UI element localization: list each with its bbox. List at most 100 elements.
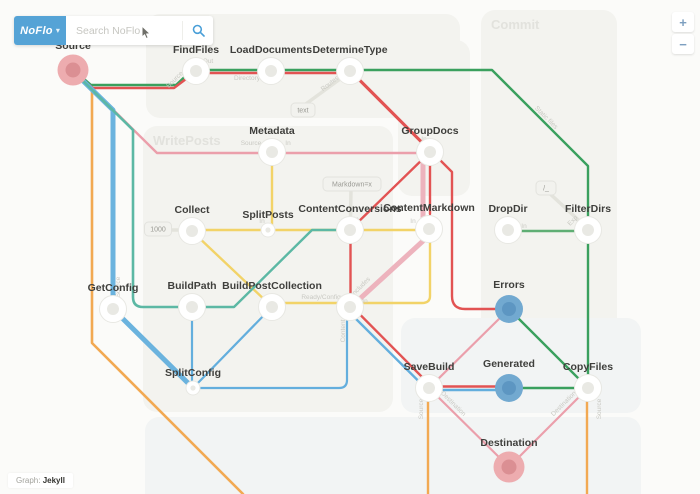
node-findfiles-label: FindFiles xyxy=(173,44,219,56)
node-dropdir-label: DropDir xyxy=(488,203,527,215)
edge-junction-savebuild-blue[interactable] xyxy=(347,310,429,392)
port-label: In xyxy=(362,298,368,305)
edge-determinetype-filterdirs-copyfiles-green[interactable] xyxy=(348,68,590,390)
node-copyfiles-label: CopyFiles xyxy=(563,361,613,373)
port-label: Directory xyxy=(234,75,261,82)
node-contentconversions-core xyxy=(344,224,356,236)
node-getconfig-core xyxy=(107,303,119,315)
node-splitconfig-core xyxy=(190,385,196,391)
edge-copyfiles-destination-pink[interactable] xyxy=(507,390,586,469)
edge-getconfig-splitconfig-blue-thick[interactable] xyxy=(113,309,196,391)
node-getconfig-label: GetConfig xyxy=(88,282,139,294)
search-input[interactable] xyxy=(66,16,182,45)
edge-contentmarkdown-buildpostcollection-yellow[interactable] xyxy=(270,230,432,305)
edge-buildpath-contentconversions-teal[interactable] xyxy=(190,228,352,309)
group-top[interactable] xyxy=(146,14,460,118)
graph-label: Graph: xyxy=(16,476,41,485)
group-writeposts-label: WritePosts xyxy=(153,133,221,148)
iip-badge-text: /_ xyxy=(543,186,549,193)
iip-badge-text: text xyxy=(297,108,308,115)
node-destination-core xyxy=(501,459,517,475)
edge-junction-savebuild-red[interactable] xyxy=(352,306,434,389)
node-buildpostcollection-core xyxy=(266,301,278,313)
node-destination-label: Destination xyxy=(480,437,537,449)
port-label: In xyxy=(259,218,265,225)
node-loaddocuments-core xyxy=(265,65,277,77)
node-determinetype-label: DetermineType xyxy=(312,44,387,56)
edge-collect-buildpostcollection-yellow[interactable] xyxy=(194,233,270,305)
port-label: Ready/Config xyxy=(301,294,341,301)
port-label: In xyxy=(521,223,527,230)
node-errors-core xyxy=(502,302,516,316)
graph-name: Jekyll xyxy=(42,476,65,485)
port-label: Source xyxy=(241,140,262,147)
node-buildpath-core xyxy=(186,301,198,313)
edge-buildpostcollection-splitconfig-blue[interactable] xyxy=(193,308,271,388)
iip-badge[interactable] xyxy=(144,221,172,237)
port-label: Content xyxy=(340,319,347,342)
search-button[interactable] xyxy=(183,16,213,45)
port-label: Out xyxy=(203,58,214,65)
iip-badge[interactable] xyxy=(535,180,557,196)
node-metadata-core xyxy=(266,146,278,158)
node-junction-core xyxy=(344,301,356,313)
node-generated-core xyxy=(502,381,516,395)
port-label: Source xyxy=(418,398,425,419)
iip-badge-text: Markdown=x xyxy=(332,182,372,189)
graph-status[interactable]: Graph: Jekyll xyxy=(8,473,73,488)
node-savebuild-label: SaveBuild xyxy=(404,361,455,373)
node-filterdirs-label: FilterDirs xyxy=(565,203,611,215)
node-contentmarkdown-core xyxy=(423,223,435,235)
node-collect-label: Collect xyxy=(174,204,210,216)
node-splitconfig-label: SplitConfig xyxy=(165,367,221,379)
node-groupdocs-label: GroupDocs xyxy=(401,125,458,137)
node-contentmarkdown-label: ContentMarkdown xyxy=(383,202,475,214)
node-filterdirs-core xyxy=(582,224,594,236)
port-label: In xyxy=(285,140,291,147)
iip-connector xyxy=(348,187,353,221)
edge-errors-savebuild-pink[interactable] xyxy=(429,311,507,388)
chevron-down-icon: ▾ xyxy=(55,26,60,35)
node-savebuild-core xyxy=(423,382,435,394)
node-errors-label: Errors xyxy=(493,279,525,291)
iip-badge[interactable] xyxy=(290,102,316,118)
node-splitposts-core xyxy=(265,227,271,233)
port-label: In xyxy=(410,218,416,225)
node-metadata-label: Metadata xyxy=(249,125,295,137)
node-groupdocs-core xyxy=(424,146,436,158)
node-buildpostcollection-label: BuildPostCollection xyxy=(222,280,322,292)
iip-badge[interactable] xyxy=(322,176,382,192)
noflo-menu-button[interactable]: NoFlo ▾ xyxy=(14,16,66,45)
group-groupdocs[interactable] xyxy=(398,40,470,196)
zoom-controls: + − xyxy=(672,12,694,54)
node-loaddocuments-label: LoadDocuments xyxy=(230,44,312,56)
edge-errors-copyfiles-green[interactable] xyxy=(511,311,586,386)
group-writeposts[interactable] xyxy=(143,126,393,412)
node-contentconversions-label: ContentConversions xyxy=(298,203,401,215)
edge-source-buildpath-teal[interactable] xyxy=(72,70,194,309)
port-label: Source xyxy=(115,276,122,297)
group-bottom[interactable] xyxy=(145,417,641,494)
node-splitposts-label: SplitPosts xyxy=(242,209,294,221)
toolbar-divider xyxy=(182,21,183,40)
node-generated-label: Generated xyxy=(483,358,535,370)
edge-savebuild-destination-pink[interactable] xyxy=(431,390,511,469)
node-buildpath-label: BuildPath xyxy=(168,280,217,292)
zoom-out-button[interactable]: − xyxy=(672,34,694,54)
node-dropdir-core xyxy=(502,224,514,236)
zoom-in-button[interactable]: + xyxy=(672,12,694,32)
edge-splitconfig-junction-blue[interactable] xyxy=(194,309,349,390)
group-commit-label: Commit xyxy=(491,17,540,32)
node-copyfiles-core xyxy=(582,382,594,394)
toolbar: NoFlo ▾ xyxy=(14,16,213,45)
node-determinetype-core xyxy=(344,65,356,77)
edge-source-getconfig-blue-thick[interactable] xyxy=(73,71,116,312)
iip-badge-text: 1000 xyxy=(150,227,166,234)
node-collect-core xyxy=(186,225,198,237)
edge-determinetype-errors-red[interactable] xyxy=(354,74,511,311)
port-label: Source xyxy=(596,398,603,419)
search-icon xyxy=(192,24,205,37)
edge-groupdocs-contentconversions-red[interactable] xyxy=(350,150,432,230)
